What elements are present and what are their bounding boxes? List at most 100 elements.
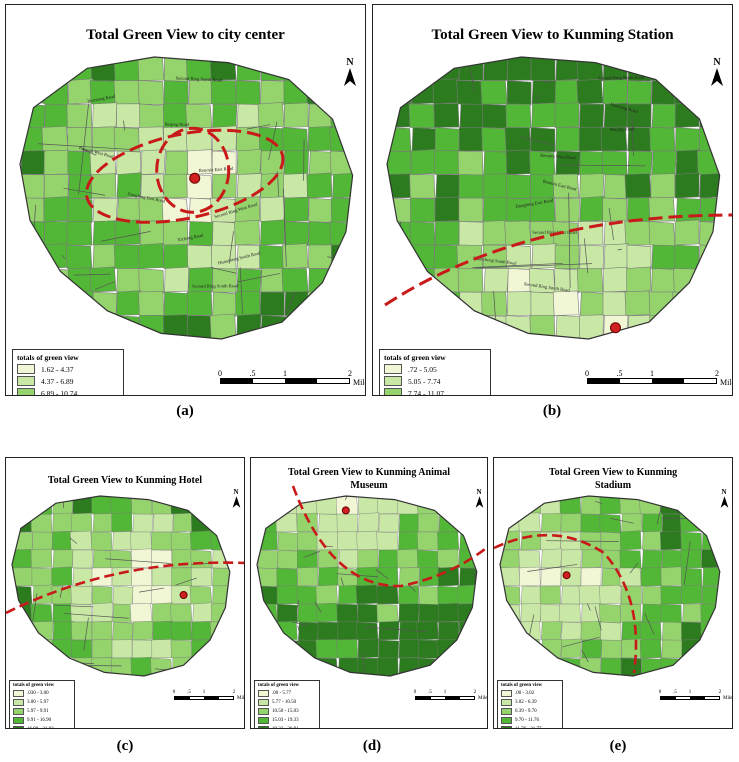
city-block	[621, 638, 643, 659]
scale-tick-label: 1	[283, 369, 287, 378]
city-block	[112, 621, 134, 642]
legend-label: 11.76 - 31.77	[515, 727, 541, 728]
city-block	[601, 639, 622, 659]
panel-title: Total Green View to Kunming Stadium	[548, 467, 678, 491]
scale-tick-label: 1	[443, 690, 447, 695]
city-block	[358, 512, 380, 533]
city-block	[387, 80, 412, 105]
city-block	[336, 603, 359, 623]
city-block	[92, 197, 118, 223]
legend-swatch	[501, 726, 512, 728]
street-line	[340, 577, 344, 586]
city-block	[71, 639, 93, 659]
legend-swatch	[501, 699, 512, 706]
city-block	[387, 221, 412, 246]
city-block	[52, 621, 74, 641]
street-line	[568, 192, 571, 288]
panel-title: Total Green View to Kunming Station	[431, 27, 674, 43]
city-block	[649, 127, 676, 152]
city-block	[458, 657, 477, 676]
street-line	[376, 569, 389, 580]
street-line	[53, 604, 94, 608]
city-block	[378, 549, 400, 569]
city-outline	[19, 56, 354, 340]
city-block	[411, 268, 437, 293]
city-block	[211, 602, 230, 623]
street-line	[314, 601, 322, 613]
city-block	[624, 221, 652, 246]
street-line	[296, 599, 300, 611]
city-block	[12, 621, 34, 642]
city-block	[578, 585, 602, 605]
city-block	[236, 173, 263, 199]
city-block	[554, 102, 580, 128]
city-block	[410, 197, 436, 223]
city-block	[152, 602, 173, 623]
city-block	[257, 639, 279, 659]
city-block	[700, 603, 720, 623]
city-block	[398, 603, 420, 623]
city-block	[68, 174, 94, 200]
city-block	[603, 174, 630, 199]
distance-boundary-line	[384, 213, 732, 307]
city-block	[356, 530, 379, 551]
city-block	[284, 315, 310, 339]
city-block	[281, 268, 309, 293]
city-block	[337, 530, 359, 551]
city-block	[376, 531, 399, 551]
street-line	[392, 262, 401, 320]
city-block	[602, 79, 628, 105]
street-line	[362, 652, 368, 676]
city-block	[161, 197, 189, 223]
city-block	[130, 657, 153, 676]
city-outline	[11, 495, 231, 677]
street-line	[387, 127, 393, 144]
street-line	[610, 517, 634, 524]
legend-label: 16.90 - 31.02	[27, 727, 54, 728]
city-block	[624, 173, 652, 199]
city-block	[699, 103, 720, 128]
city-block	[296, 585, 318, 605]
city-block	[152, 513, 174, 533]
city-block	[457, 268, 484, 293]
legend-label: .030 - 3.00	[27, 691, 49, 696]
city-block	[191, 656, 213, 676]
city-block	[482, 103, 508, 129]
city-block	[541, 548, 563, 569]
city-block	[627, 150, 653, 176]
legend-swatch	[258, 726, 269, 728]
legend-swatch	[258, 699, 269, 706]
city-block	[378, 621, 400, 641]
city-block	[697, 291, 720, 317]
city-block	[162, 220, 189, 246]
legend-item: 5.77 - 10.50	[258, 699, 316, 706]
city-block	[387, 150, 412, 176]
city-block	[283, 80, 309, 105]
city-block	[276, 656, 298, 676]
city-block	[257, 531, 278, 551]
city-block	[20, 291, 45, 317]
city-block	[150, 657, 173, 676]
legend-label: 1.62 - 4.37	[41, 364, 74, 374]
city-block	[112, 585, 134, 606]
street-line	[237, 273, 281, 283]
map-blocks	[387, 57, 720, 339]
scale-tick-label: 1	[202, 690, 206, 695]
city-block	[92, 102, 118, 128]
city-block	[192, 602, 214, 623]
legend-item: 3.00 - 5.97	[13, 699, 71, 706]
city-block	[209, 621, 230, 641]
city-block	[67, 150, 93, 176]
city-block	[187, 244, 213, 270]
distance-boundary-curve	[494, 533, 638, 674]
city-block	[483, 196, 508, 222]
road-label: Huancheng South Road	[473, 255, 518, 265]
legend-item: 19.33 - 26.91	[258, 726, 316, 728]
city-block	[411, 78, 436, 105]
city-block	[520, 496, 542, 515]
city-block	[641, 585, 663, 605]
street-line	[527, 501, 530, 510]
street-line	[407, 584, 416, 592]
city-block	[284, 291, 310, 316]
street-line	[62, 254, 65, 260]
